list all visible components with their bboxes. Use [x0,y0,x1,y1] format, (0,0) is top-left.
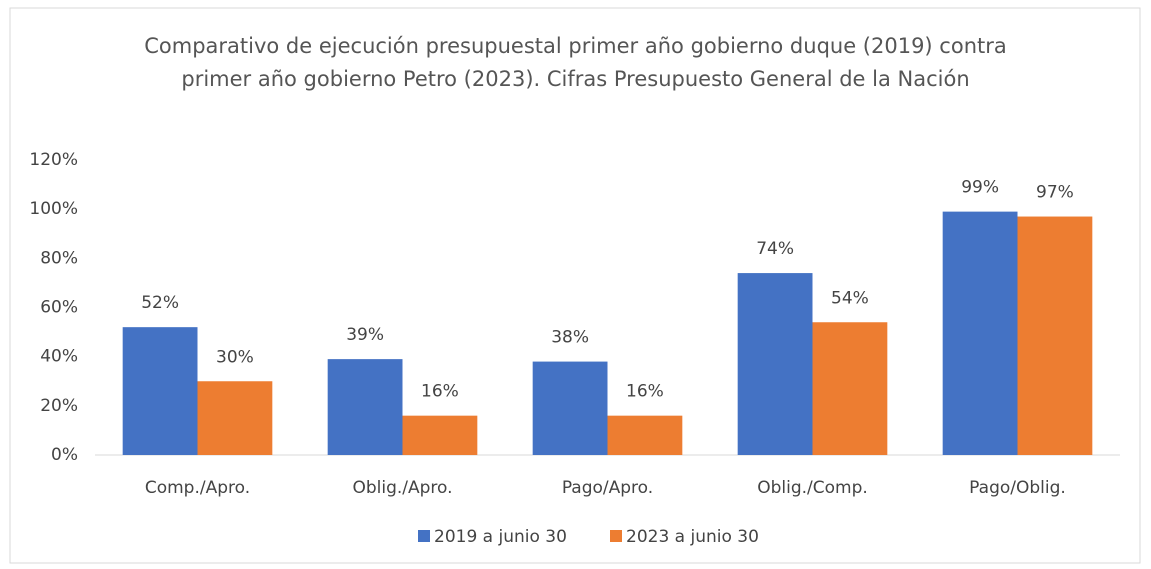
bar [197,381,273,455]
legend-swatch [610,530,622,542]
x-tick-label: Oblig./Apro. [352,478,452,498]
y-tick-label: 0% [51,445,78,465]
data-label: 30% [216,347,254,367]
bar [532,361,608,455]
legend-label: 2023 a junio 30 [626,527,759,547]
y-tick-label: 40% [40,347,78,367]
y-tick-label: 60% [40,298,78,318]
bar [122,327,198,455]
chart-title: Comparativo de ejecución presupuestal pr… [144,34,1007,91]
x-tick-label: Pago/Oblig. [969,478,1066,498]
bar [942,211,1018,455]
legend-swatch [418,530,430,542]
y-tick-label: 100% [29,199,78,219]
data-label: 39% [346,325,384,345]
data-label: 38% [551,328,589,348]
data-label: 74% [756,239,794,259]
data-label: 99% [961,178,999,198]
bar [402,415,478,455]
x-tick-label: Pago/Apro. [562,478,653,498]
bar [812,322,888,455]
bar [737,273,813,455]
data-label: 54% [831,288,869,308]
x-tick-label: Oblig./Comp. [757,478,868,498]
y-tick-label: 120% [29,150,78,170]
data-label: 52% [141,293,179,313]
legend-label: 2019 a junio 30 [434,527,567,547]
bar [327,359,403,455]
data-label: 16% [626,382,664,402]
data-label: 97% [1036,183,1074,203]
y-tick-label: 20% [40,396,78,416]
bar [607,415,683,455]
data-label: 16% [421,382,459,402]
y-tick-label: 80% [40,248,78,268]
bar [1017,216,1093,455]
x-tick-label: Comp./Apro. [145,478,250,498]
